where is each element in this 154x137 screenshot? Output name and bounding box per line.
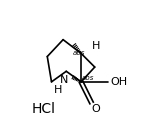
Text: OH: OH [111, 77, 128, 87]
Text: HCl: HCl [31, 102, 55, 116]
Text: abs: abs [82, 75, 94, 81]
Text: H: H [54, 85, 62, 95]
Text: abs: abs [73, 50, 85, 56]
Text: H: H [92, 41, 100, 51]
Text: O: O [91, 104, 100, 114]
Text: N: N [60, 75, 68, 85]
